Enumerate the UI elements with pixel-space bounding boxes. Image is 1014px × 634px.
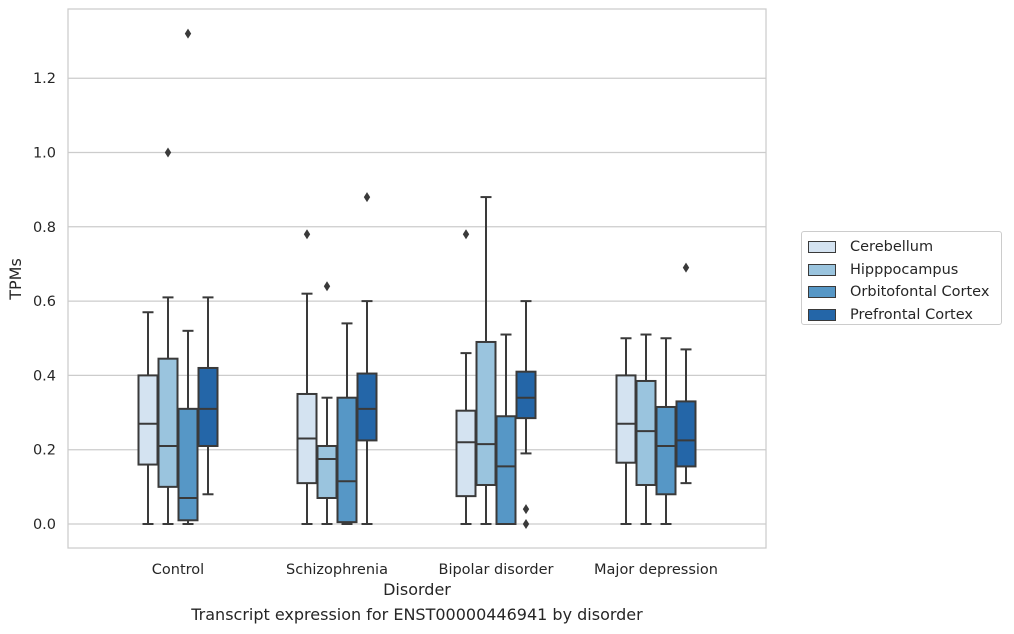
legend-label: Prefrontal Cortex [850,306,973,323]
box-orbitofontal-cortex-3 [655,337,677,525]
box [475,340,497,486]
x-tick-label: Major depression [594,562,718,578]
legend-item: Hipppocampus [808,259,1001,282]
box [615,374,637,464]
box [177,407,199,522]
outlier-point [363,192,371,203]
y-tick-label: 1.2 [33,71,56,87]
box-prefrontal-cortex-1 [356,192,378,525]
box [675,400,697,468]
box [356,372,378,442]
box [515,370,537,420]
box [655,405,677,496]
chart-caption: Transcript expression for ENST0000044694… [191,605,643,624]
y-tick-labels: 0.0 0.2 0.4 0.6 0.8 1.0 1.2 [33,71,56,533]
legend-swatch [808,241,836,254]
y-axis-label: TPMs [6,258,25,301]
legend-item: Prefrontal Cortex [808,304,1001,327]
box-orbitofontal-cortex-1 [336,322,358,525]
legend-swatch [808,308,836,321]
legend-item: Cerebellum [808,236,1001,259]
box-cerebellum-0 [137,311,159,525]
outlier-point [682,262,690,273]
box-prefrontal-cortex-3 [675,262,697,485]
outlier-point [184,28,192,39]
box [495,415,517,526]
outlier-point [323,281,331,292]
box [197,366,219,447]
box-hipppocampus-0 [157,147,179,525]
box [336,396,358,524]
x-tick-label: Schizophrenia [286,562,388,578]
legend-label: Orbitofontal Cortex [850,284,990,301]
x-tick-label: Bipolar disorder [439,562,554,578]
legend: Cerebellum Hipppocampus Orbitofontal Corte… [801,231,1002,325]
box-orbitofontal-cortex-0 [177,28,199,525]
y-tick-label: 0.2 [33,443,56,459]
box-cerebellum-3 [615,337,637,525]
box [157,357,179,488]
box [316,444,338,499]
legend-item: Orbitofontal Cortex [808,281,1001,304]
y-tick-label: 1.0 [33,146,56,162]
box [455,409,477,498]
box [635,379,657,486]
box-prefrontal-cortex-2 [515,300,537,529]
outlier-point [164,147,172,158]
outlier-point [522,504,530,515]
box-orbitofontal-cortex-2 [495,333,517,526]
box [137,374,159,466]
outlier-point [462,229,470,240]
legend-swatch [808,263,836,276]
outlier-point [303,229,311,240]
legend-label: Cerebellum [850,239,934,256]
x-tick-label: Control [152,562,204,578]
outlier-point [522,519,530,529]
box-hipppocampus-1 [316,281,338,525]
legend-label: Hipppocampus [850,261,959,278]
y-tick-label: 0.4 [33,368,56,384]
y-tick-label: 0.6 [33,294,56,310]
x-tick-labels: Control Schizophrenia Bipolar disorder Majo… [152,562,718,578]
box-hipppocampus-2 [475,196,497,525]
box-plots [137,28,697,529]
box-hipppocampus-3 [635,333,657,525]
y-tick-label: 0.0 [33,517,56,533]
box-cerebellum-1 [296,229,318,525]
legend-swatch [808,286,836,299]
box-cerebellum-2 [455,229,477,525]
box-prefrontal-cortex-0 [197,296,219,496]
plot-frame [67,8,767,549]
x-axis-label: Disorder [383,580,451,599]
y-tick-label: 0.8 [33,220,56,236]
